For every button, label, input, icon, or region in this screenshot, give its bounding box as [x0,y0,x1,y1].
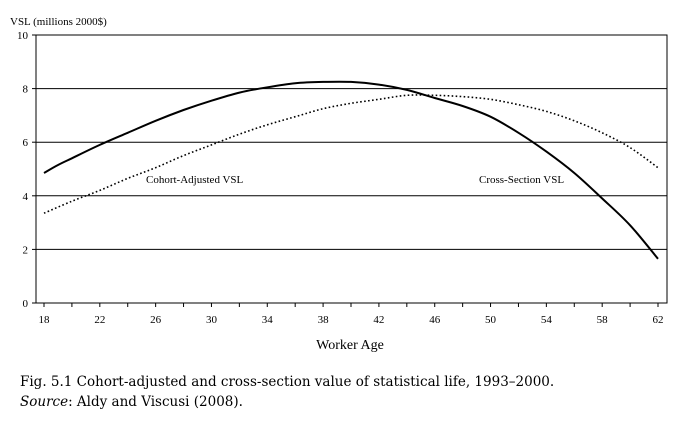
y-tick-label: 2 [23,244,29,256]
x-tick-label: 34 [262,314,274,326]
axis-ticks [32,34,659,307]
x-tick-label: 58 [597,314,609,326]
cross-section-label: Cross-Section VSL [479,174,564,186]
x-tick-label: 46 [429,314,441,326]
x-tick-label: 42 [373,314,384,326]
y-tick-label: 0 [23,298,29,310]
x-axis-title: Worker Age [316,338,384,353]
x-tick-label: 26 [150,314,162,326]
gridlines [36,88,667,250]
x-tick-label: 30 [206,314,218,326]
figure-caption: Fig. 5.1 Cohort-adjusted and cross-secti… [20,372,554,412]
plot-frame [35,34,668,304]
x-tick-label: 62 [653,314,664,326]
x-tick-labels: 18 22 26 30 34 38 42 46 50 54 58 62 [39,314,664,326]
source-label: Source [20,394,69,410]
x-tick-label: 22 [94,314,105,326]
y-tick-label: 8 [23,84,29,96]
x-tick-label: 38 [318,314,330,326]
x-tick-label: 18 [39,314,51,326]
x-tick-label: 50 [485,314,497,326]
y-tick-label: 4 [23,191,29,203]
y-axis-title: VSL (millions 2000$) [10,16,107,28]
series-line-cohort-adjusted [43,94,659,214]
caption-line: Fig. 5.1 Cohort-adjusted and cross-secti… [20,374,555,390]
y-tick-label: 6 [23,137,29,149]
source-text: : Aldy and Viscusi (2008). [68,394,243,410]
y-tick-labels: 0 2 4 6 8 10 [17,30,29,310]
cohort-adjusted-label: Cohort-Adjusted VSL [146,174,244,186]
caption-source: Source: Aldy and Viscusi (2008). [20,392,554,412]
x-tick-label: 54 [541,314,553,326]
y-tick-label: 10 [17,30,29,42]
series-line-cross-section [43,80,659,260]
